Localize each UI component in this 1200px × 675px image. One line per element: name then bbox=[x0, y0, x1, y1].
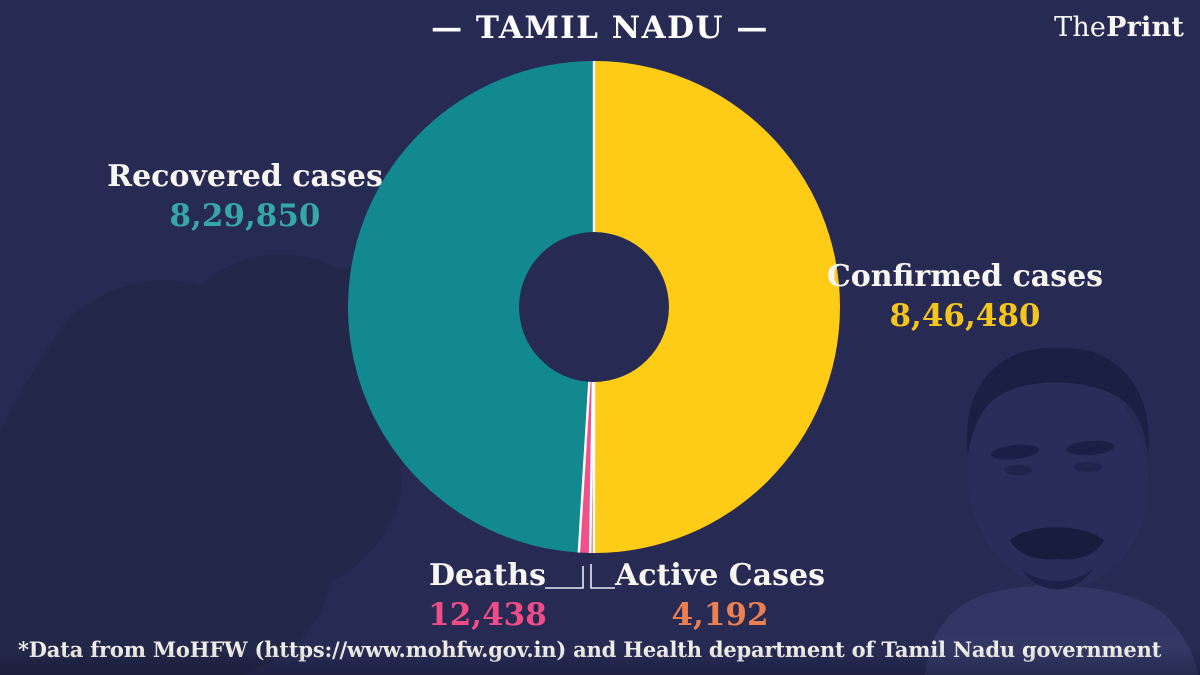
theprint-logo-print: Print bbox=[1106, 12, 1184, 43]
active-cases-callout: Active Cases 4,192 bbox=[615, 558, 825, 633]
confirmed-cases-callout: Confirmed cases 8,46,480 bbox=[815, 259, 1115, 334]
slice-separator bbox=[588, 381, 595, 553]
theprint-logo-the: The bbox=[1054, 12, 1107, 43]
deaths-label: Deaths bbox=[428, 558, 547, 593]
deaths-callout: Deaths 12,438 bbox=[405, 558, 570, 633]
slice-separator bbox=[577, 381, 591, 553]
active-cases-leader-line bbox=[590, 564, 615, 589]
recovered-cases-value: 8,29,850 bbox=[169, 197, 321, 234]
donut-separators bbox=[577, 61, 596, 553]
data-source-note: *Data from MoHFW (https://www.mohfw.gov.… bbox=[18, 637, 1162, 662]
recovered-cases-label: Recovered cases bbox=[107, 159, 383, 194]
deaths-value: 12,438 bbox=[428, 596, 547, 633]
active-cases-label: Active Cases bbox=[615, 558, 825, 593]
active-cases-value: 4,192 bbox=[671, 596, 769, 633]
cm-portrait-watermark bbox=[925, 347, 1198, 675]
confirmed-cases-value: 8,46,480 bbox=[889, 297, 1041, 334]
donut-slice-recovered-cases bbox=[348, 61, 594, 553]
confirmed-cases-label: Confirmed cases bbox=[826, 259, 1104, 294]
deaths-leader-line bbox=[545, 566, 584, 589]
page-title: — TAMIL NADU — bbox=[431, 10, 769, 46]
tamilnadu-map-silhouette bbox=[0, 254, 450, 675]
recovered-cases-callout: Recovered cases 8,29,850 bbox=[85, 159, 405, 234]
theprint-logo: ThePrint bbox=[1054, 12, 1184, 43]
donut-slices bbox=[348, 61, 840, 553]
donut-slice-confirmed-cases bbox=[594, 61, 840, 553]
